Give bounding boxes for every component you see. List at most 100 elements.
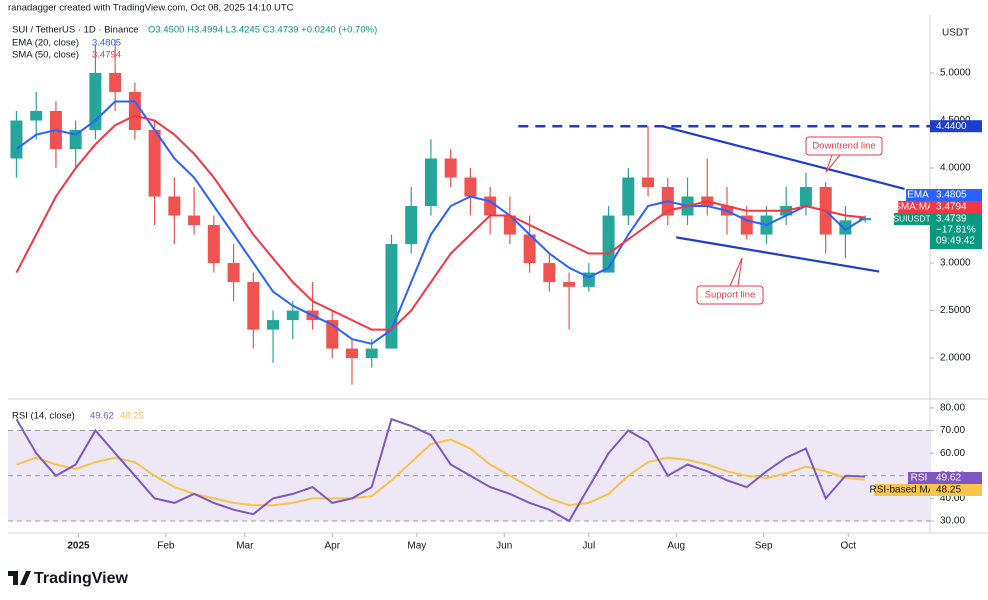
legend-value: 3.4794 [92,50,121,61]
badge-label: EMA [907,190,929,201]
badge-value: 49.62 [936,473,961,484]
callout-box [696,285,764,305]
y-tick-label: 30.00 [940,516,965,527]
candle-body [543,263,556,283]
last-price-value: 3.4739 [936,214,967,225]
ohlc-values: O3.4500 H3.4994 L3.4245 C3.4739 +0.0240 … [148,25,377,36]
legend-name: SMA (50, close) [12,50,79,61]
last-price-symbol: SUIUSDT [893,213,930,223]
candle-body [405,206,418,245]
candle-body [207,225,220,264]
candle-body [128,91,141,130]
candle-body [10,120,23,159]
tradingview-logo: TradingView [8,570,129,587]
candle-body [286,310,299,321]
x-tick-label: Feb [157,541,175,552]
x-tick-label: Oct [840,541,856,552]
badge-label-box [898,201,930,213]
badge-value-box [930,120,982,133]
badge-value-box [930,472,982,484]
indicator-line [15,100,866,345]
trendline [676,236,880,273]
badge-label: SMA:MA [894,202,934,213]
candle-body [602,215,615,273]
y-tick-label: 80.00 [940,403,965,414]
currency-label: USDT [942,28,969,39]
indicator-line [15,417,866,523]
legend-value: 49.62 [90,411,114,422]
credit: ranadagger created with TradingView.com,… [8,3,294,14]
candle-body [188,215,201,226]
last-price-change: −17.81% [936,225,976,236]
logo-text: TradingView [34,570,129,587]
legend-name: EMA (20, close) [12,38,79,49]
callout-pointer [729,257,743,287]
candle-body [503,215,516,235]
badge-label: RSI [911,473,928,484]
badge-value: 4.4400 [936,121,967,132]
legend-value: 3.4805 [92,38,121,49]
y-tick-label: 40.00 [940,493,965,504]
badge-value: 3.4794 [936,202,967,213]
badge-value-box [930,201,982,213]
indicator-line [16,438,866,507]
symbol-title: SUI / TetherUS · 1D · Binance [12,25,139,36]
callout-pointer [825,154,841,173]
candle-body [89,72,102,130]
x-tick-label: Jul [582,541,595,552]
indicator-line [15,114,866,331]
candle-body [345,348,358,359]
candle-body [247,282,260,330]
callout-box [805,136,883,156]
candle-body [365,348,378,359]
candle-body [168,196,181,216]
x-tick-label: Apr [324,541,340,552]
candle-body [148,129,161,197]
badge-label-box [874,484,930,496]
callout-text: Support line [705,290,756,301]
candle-body [799,187,812,207]
y-tick-label: 4.0000 [940,163,971,174]
trendline [661,125,905,190]
logo-mark [8,571,31,585]
candle-body [30,110,43,121]
legend-value: 48.25 [120,411,144,422]
candle-body [227,263,240,283]
candle-body [444,158,457,178]
candle-body [109,72,122,92]
x-tick-label: Jun [496,541,512,552]
badge-value-box [930,189,982,201]
candle-body [859,218,872,221]
candle-body [523,234,536,264]
candle-body [424,158,437,207]
x-tick-label: Mar [236,541,254,552]
badge-value: 48.25 [936,485,961,496]
candle-body [622,177,635,216]
candle-body [642,177,655,188]
y-tick-label: 3.0000 [940,258,971,269]
badge-label-box [908,472,930,484]
candle-body [563,282,576,287]
y-tick-label: 2.5000 [940,305,971,316]
candle-body [464,177,477,197]
y-tick-label: 70.00 [940,425,965,436]
y-tick-label: 60.00 [940,448,965,459]
y-tick-label: 2.0000 [940,353,971,364]
badge-label-box [906,189,930,201]
x-tick-label: 2025 [67,541,90,552]
last-price-countdown: 09:49:42 [936,236,975,247]
x-tick-label: Sep [755,541,773,552]
rsi-title: RSI (14, close) [12,411,75,422]
badge-value: 3.4805 [936,190,967,201]
y-tick-label: 5.0000 [940,68,971,79]
callout-text: Downtrend line [812,141,875,152]
x-tick-label: May [407,541,426,552]
badge-value-box [930,484,982,496]
last-price-label-box [894,213,930,225]
x-tick-label: Aug [667,541,685,552]
candle-body [839,220,852,235]
last-price-box [930,213,982,249]
candle-body [267,320,280,330]
badge-label: RSI-based MA [869,485,934,496]
